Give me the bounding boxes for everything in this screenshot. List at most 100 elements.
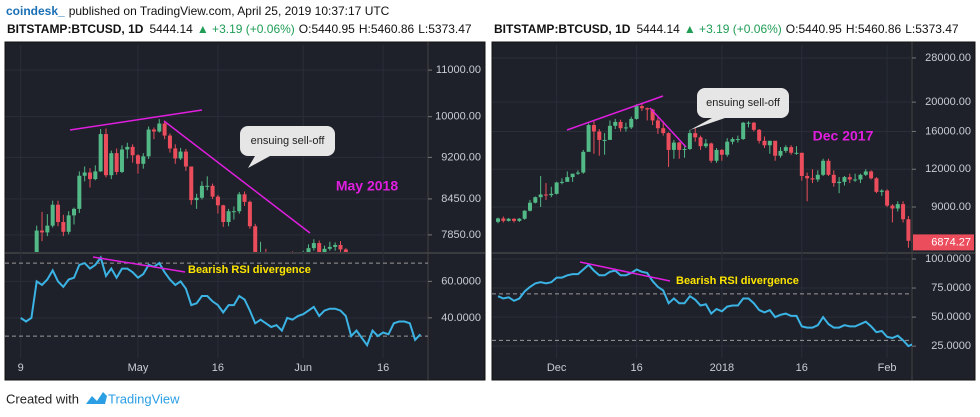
x-tick-label: May: [128, 362, 149, 374]
candle-body: [253, 226, 258, 252]
candle-body: [911, 240, 912, 243]
candle-body: [613, 121, 618, 126]
candle-body: [719, 149, 724, 155]
candle-body: [794, 152, 799, 154]
candle-body: [173, 148, 178, 159]
candles: [34, 119, 348, 252]
candle-body: [93, 171, 98, 180]
candle-body: [693, 133, 698, 138]
callout-text: ensuing sell-off: [251, 135, 326, 147]
candle-body: [698, 137, 703, 147]
candle-body: [247, 201, 252, 227]
candle-body: [119, 149, 124, 172]
candle-body: [322, 248, 327, 252]
candle-body: [799, 152, 804, 176]
candle-body: [189, 166, 194, 201]
candle-body: [511, 218, 516, 221]
candle-body: [533, 197, 538, 203]
candle-body: [895, 204, 900, 209]
change: ▲ +3.19 (+0.06%): [684, 22, 782, 36]
last-price-label: 6874.27: [931, 236, 971, 248]
candle-body: [885, 190, 890, 206]
candle-body: [842, 177, 847, 182]
rsi-trend-line: [92, 256, 186, 273]
rsi-tick-label: 100.0000: [925, 253, 971, 265]
chart-panel: BITSTAMP:BTCUSD, 1D 5444.14 ▲ +3.19 (+0.06…: [4, 22, 486, 381]
rsi-tick-label: 40.0000: [441, 312, 481, 324]
candle-body: [210, 185, 215, 197]
rsi-tick-label: 25.0000: [931, 340, 971, 352]
candle-body: [77, 175, 82, 209]
candle-body: [538, 194, 543, 198]
candle-body: [650, 109, 655, 121]
candle-body: [757, 129, 762, 141]
candle-body: [527, 202, 532, 211]
candle-body: [602, 139, 607, 141]
candle-body: [87, 172, 92, 180]
candle-body: [151, 129, 156, 132]
published: published on TradingView.com, April 25, …: [69, 4, 390, 18]
candle-body: [135, 155, 140, 164]
callout-box: [697, 88, 789, 118]
candle-body: [194, 197, 199, 201]
candle-body: [554, 182, 559, 194]
candle-body: [130, 146, 135, 156]
candle-body: [741, 122, 746, 140]
candle-body: [40, 230, 45, 233]
candle-body: [146, 129, 151, 157]
candle-body: [61, 222, 66, 232]
y-tick-label: 9200.00: [441, 151, 481, 163]
candle-body: [215, 196, 220, 206]
y-tick-label: 9000.00: [931, 201, 971, 213]
x-tick-label: 2018: [710, 362, 734, 374]
callout-tail: [690, 118, 725, 130]
candle-body: [125, 146, 130, 150]
candle-body: [725, 141, 730, 155]
y-tick-label: 7850.00: [441, 229, 481, 241]
x-tick-label: 16: [796, 362, 808, 374]
candle-body: [221, 205, 226, 223]
candle-body: [682, 148, 687, 150]
period-label: May 2018: [336, 178, 398, 194]
rsi-tick-label: 50.0000: [931, 311, 971, 323]
candle-body: [570, 173, 575, 178]
candle-body: [821, 160, 826, 175]
candle-body: [549, 193, 554, 196]
candle-body: [607, 125, 612, 140]
candle-body: [45, 225, 50, 233]
x-tick-label: 16: [630, 362, 642, 374]
candle-body: [751, 122, 756, 130]
footer-brand[interactable]: TradingView: [108, 391, 180, 406]
candle-body: [506, 218, 511, 221]
last: 5444.14: [149, 22, 193, 36]
candle-body: [114, 153, 119, 172]
y-tick-label: 10000.00: [435, 111, 481, 123]
candle-body: [826, 160, 831, 175]
candle-body: [645, 108, 650, 110]
trend-line: [566, 95, 664, 131]
x-tick-label: Dec: [547, 362, 567, 374]
candle-body: [183, 151, 188, 167]
candle-body: [34, 230, 39, 252]
y-tick-label: 8450.00: [441, 193, 481, 205]
x-tick-label: 9: [18, 362, 24, 374]
candle-body: [762, 140, 767, 146]
author: coindesk_: [6, 4, 65, 18]
candle-body: [103, 134, 108, 176]
candle-body: [231, 211, 236, 213]
candle-body: [869, 171, 874, 179]
trend-line: [163, 120, 311, 234]
candle-body: [581, 151, 586, 173]
symbol-line: BITSTAMP:BTCUSD, 1D 5444.14 ▲ +3.19 (+0.06…: [7, 22, 472, 36]
candle-body: [205, 185, 210, 187]
candle-body: [242, 194, 247, 202]
candle-body: [199, 185, 204, 198]
low: L:5373.47: [418, 22, 472, 36]
candles: [496, 102, 912, 248]
symbol-line: BITSTAMP:BTCUSD, 1D 5444.14 ▲ +3.19 (+0.06…: [494, 22, 959, 36]
y-tick-label: 20000.00: [925, 96, 971, 108]
x-tick-label: Jun: [294, 362, 312, 374]
candle-body: [237, 194, 242, 212]
candle-body: [687, 133, 692, 149]
